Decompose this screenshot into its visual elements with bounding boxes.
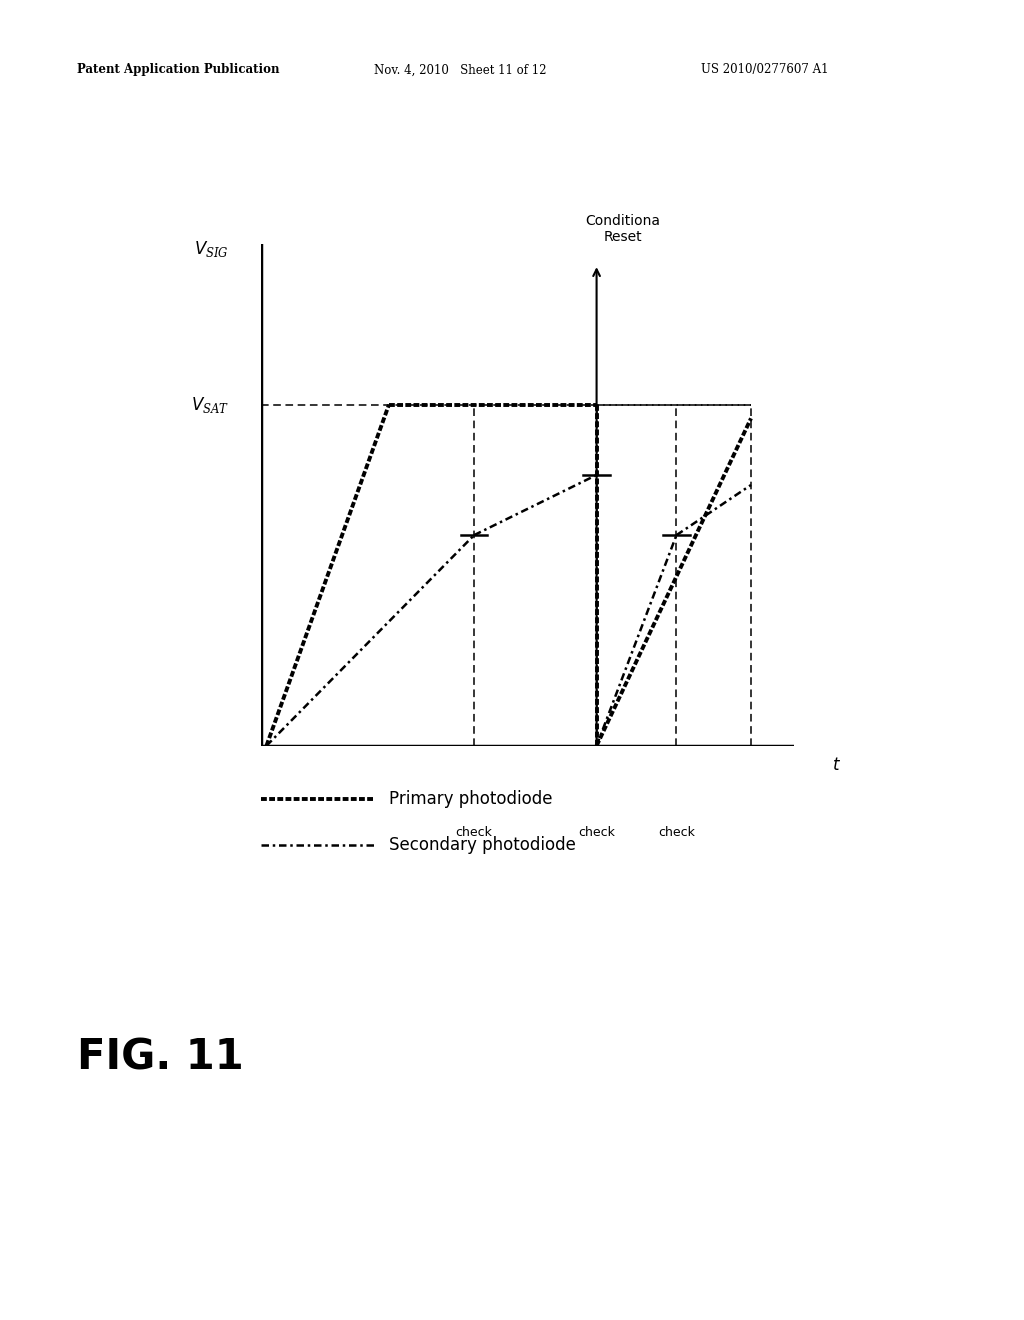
Text: Nov. 4, 2010   Sheet 11 of 12: Nov. 4, 2010 Sheet 11 of 12 [374,63,546,77]
Text: $t$: $t$ [831,758,841,775]
Text: $V_{\mathregular{SAT}}$: $V_{\mathregular{SAT}}$ [190,395,229,414]
Text: US 2010/0277607 A1: US 2010/0277607 A1 [701,63,829,77]
Text: Secondary photodiode: Secondary photodiode [389,836,575,854]
Text: $V_{\mathregular{SIG}}$: $V_{\mathregular{SIG}}$ [195,239,229,259]
Text: Primary photodiode: Primary photodiode [389,789,553,808]
Text: FIG. 11: FIG. 11 [77,1036,244,1078]
Text: Conditiona
Reset: Conditiona Reset [586,214,660,244]
Text: Patent Application Publication: Patent Application Publication [77,63,280,77]
Text: check: check [579,826,615,840]
Text: check: check [658,826,695,840]
Text: check: check [456,826,493,840]
